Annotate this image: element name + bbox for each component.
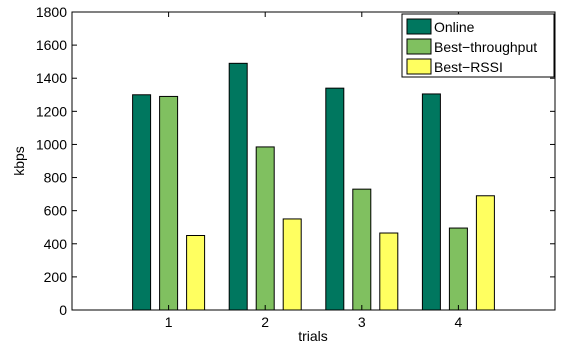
legend: Online Best−throughput Best−RSSI xyxy=(401,13,555,78)
bar-best-rssi-trial-1 xyxy=(186,235,206,311)
y-tick-label: 400 xyxy=(44,236,68,252)
y-axis: 0 200 400 600 800 1000 1200 1400 1600 1800 xyxy=(36,4,555,318)
plot-frame xyxy=(71,11,556,311)
x-tick-label: 2 xyxy=(261,314,269,330)
x-tick-label: 4 xyxy=(455,314,463,330)
y-tick-label: 1000 xyxy=(36,136,67,152)
legend-label: Best−throughput xyxy=(434,39,537,55)
bar-best-rssi-trial-2 xyxy=(282,218,302,311)
y-tick-label: 1200 xyxy=(36,103,67,119)
y-tick-label: 200 xyxy=(44,269,68,285)
bar-online-trial-2 xyxy=(228,62,248,311)
y-axis-label: kbps xyxy=(11,146,27,176)
legend-label: Online xyxy=(434,19,475,35)
y-tick-label: 800 xyxy=(44,170,68,186)
y-tick-label: 600 xyxy=(44,203,68,219)
legend-swatch xyxy=(406,18,432,35)
bar-online-trial-3 xyxy=(325,87,345,311)
bars-group xyxy=(132,62,495,311)
y-tick-label: 1600 xyxy=(36,37,67,53)
y-tick-label: 0 xyxy=(59,302,67,318)
x-axis-label: trials xyxy=(298,328,328,344)
legend-label: Best−RSSI xyxy=(434,59,503,75)
bar-best-rssi-trial-3 xyxy=(379,232,399,311)
bar-best-throughput-trial-4 xyxy=(448,227,468,311)
x-tick-label: 1 xyxy=(165,314,173,330)
y-tick-label: 1800 xyxy=(36,4,67,20)
bar-online-trial-1 xyxy=(132,94,152,311)
x-tick-label: 3 xyxy=(358,314,366,330)
bar-best-throughput-trial-2 xyxy=(255,146,275,311)
bar-best-throughput-trial-1 xyxy=(159,95,179,311)
bar-online-trial-4 xyxy=(421,93,441,311)
bar-best-throughput-trial-3 xyxy=(352,188,372,311)
bar-best-rssi-trial-4 xyxy=(475,195,495,311)
legend-swatch xyxy=(406,38,432,55)
legend-swatch xyxy=(406,58,432,75)
y-tick-label: 1400 xyxy=(36,70,67,86)
